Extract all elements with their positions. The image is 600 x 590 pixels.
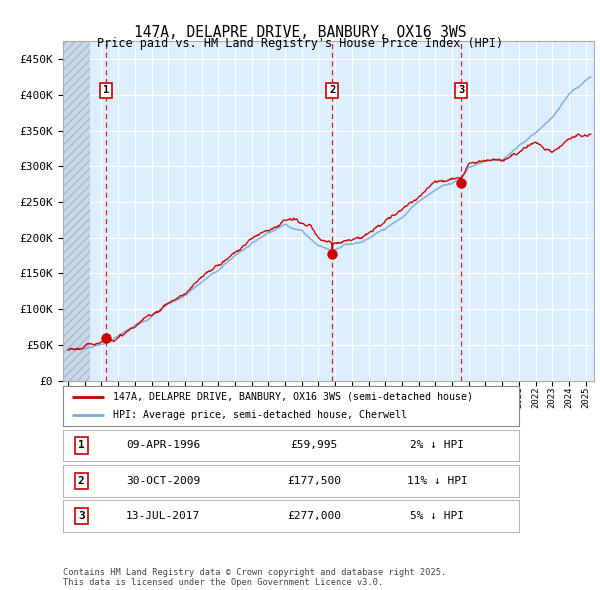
- Bar: [63, 41, 90, 381]
- Text: 2: 2: [329, 86, 335, 96]
- Text: 30-OCT-2009: 30-OCT-2009: [126, 476, 200, 486]
- Text: 3: 3: [458, 86, 464, 96]
- Text: Price paid vs. HM Land Registry's House Price Index (HPI): Price paid vs. HM Land Registry's House …: [97, 37, 503, 50]
- Text: 13-JUL-2017: 13-JUL-2017: [126, 512, 200, 521]
- Text: £277,000: £277,000: [287, 512, 341, 521]
- Text: 3: 3: [78, 512, 85, 521]
- Text: 2% ↓ HPI: 2% ↓ HPI: [410, 441, 464, 450]
- Text: 147A, DELAPRE DRIVE, BANBURY, OX16 3WS (semi-detached house): 147A, DELAPRE DRIVE, BANBURY, OX16 3WS (…: [113, 392, 473, 402]
- Text: 1: 1: [103, 86, 109, 96]
- Text: 11% ↓ HPI: 11% ↓ HPI: [407, 476, 467, 486]
- Text: 147A, DELAPRE DRIVE, BANBURY, OX16 3WS: 147A, DELAPRE DRIVE, BANBURY, OX16 3WS: [134, 25, 466, 40]
- Text: £59,995: £59,995: [290, 441, 337, 450]
- Text: HPI: Average price, semi-detached house, Cherwell: HPI: Average price, semi-detached house,…: [113, 410, 407, 420]
- Text: 09-APR-1996: 09-APR-1996: [126, 441, 200, 450]
- Text: £177,500: £177,500: [287, 476, 341, 486]
- Text: Contains HM Land Registry data © Crown copyright and database right 2025.
This d: Contains HM Land Registry data © Crown c…: [63, 568, 446, 587]
- Text: 1: 1: [78, 441, 85, 450]
- Text: 2: 2: [78, 476, 85, 486]
- Text: 5% ↓ HPI: 5% ↓ HPI: [410, 512, 464, 521]
